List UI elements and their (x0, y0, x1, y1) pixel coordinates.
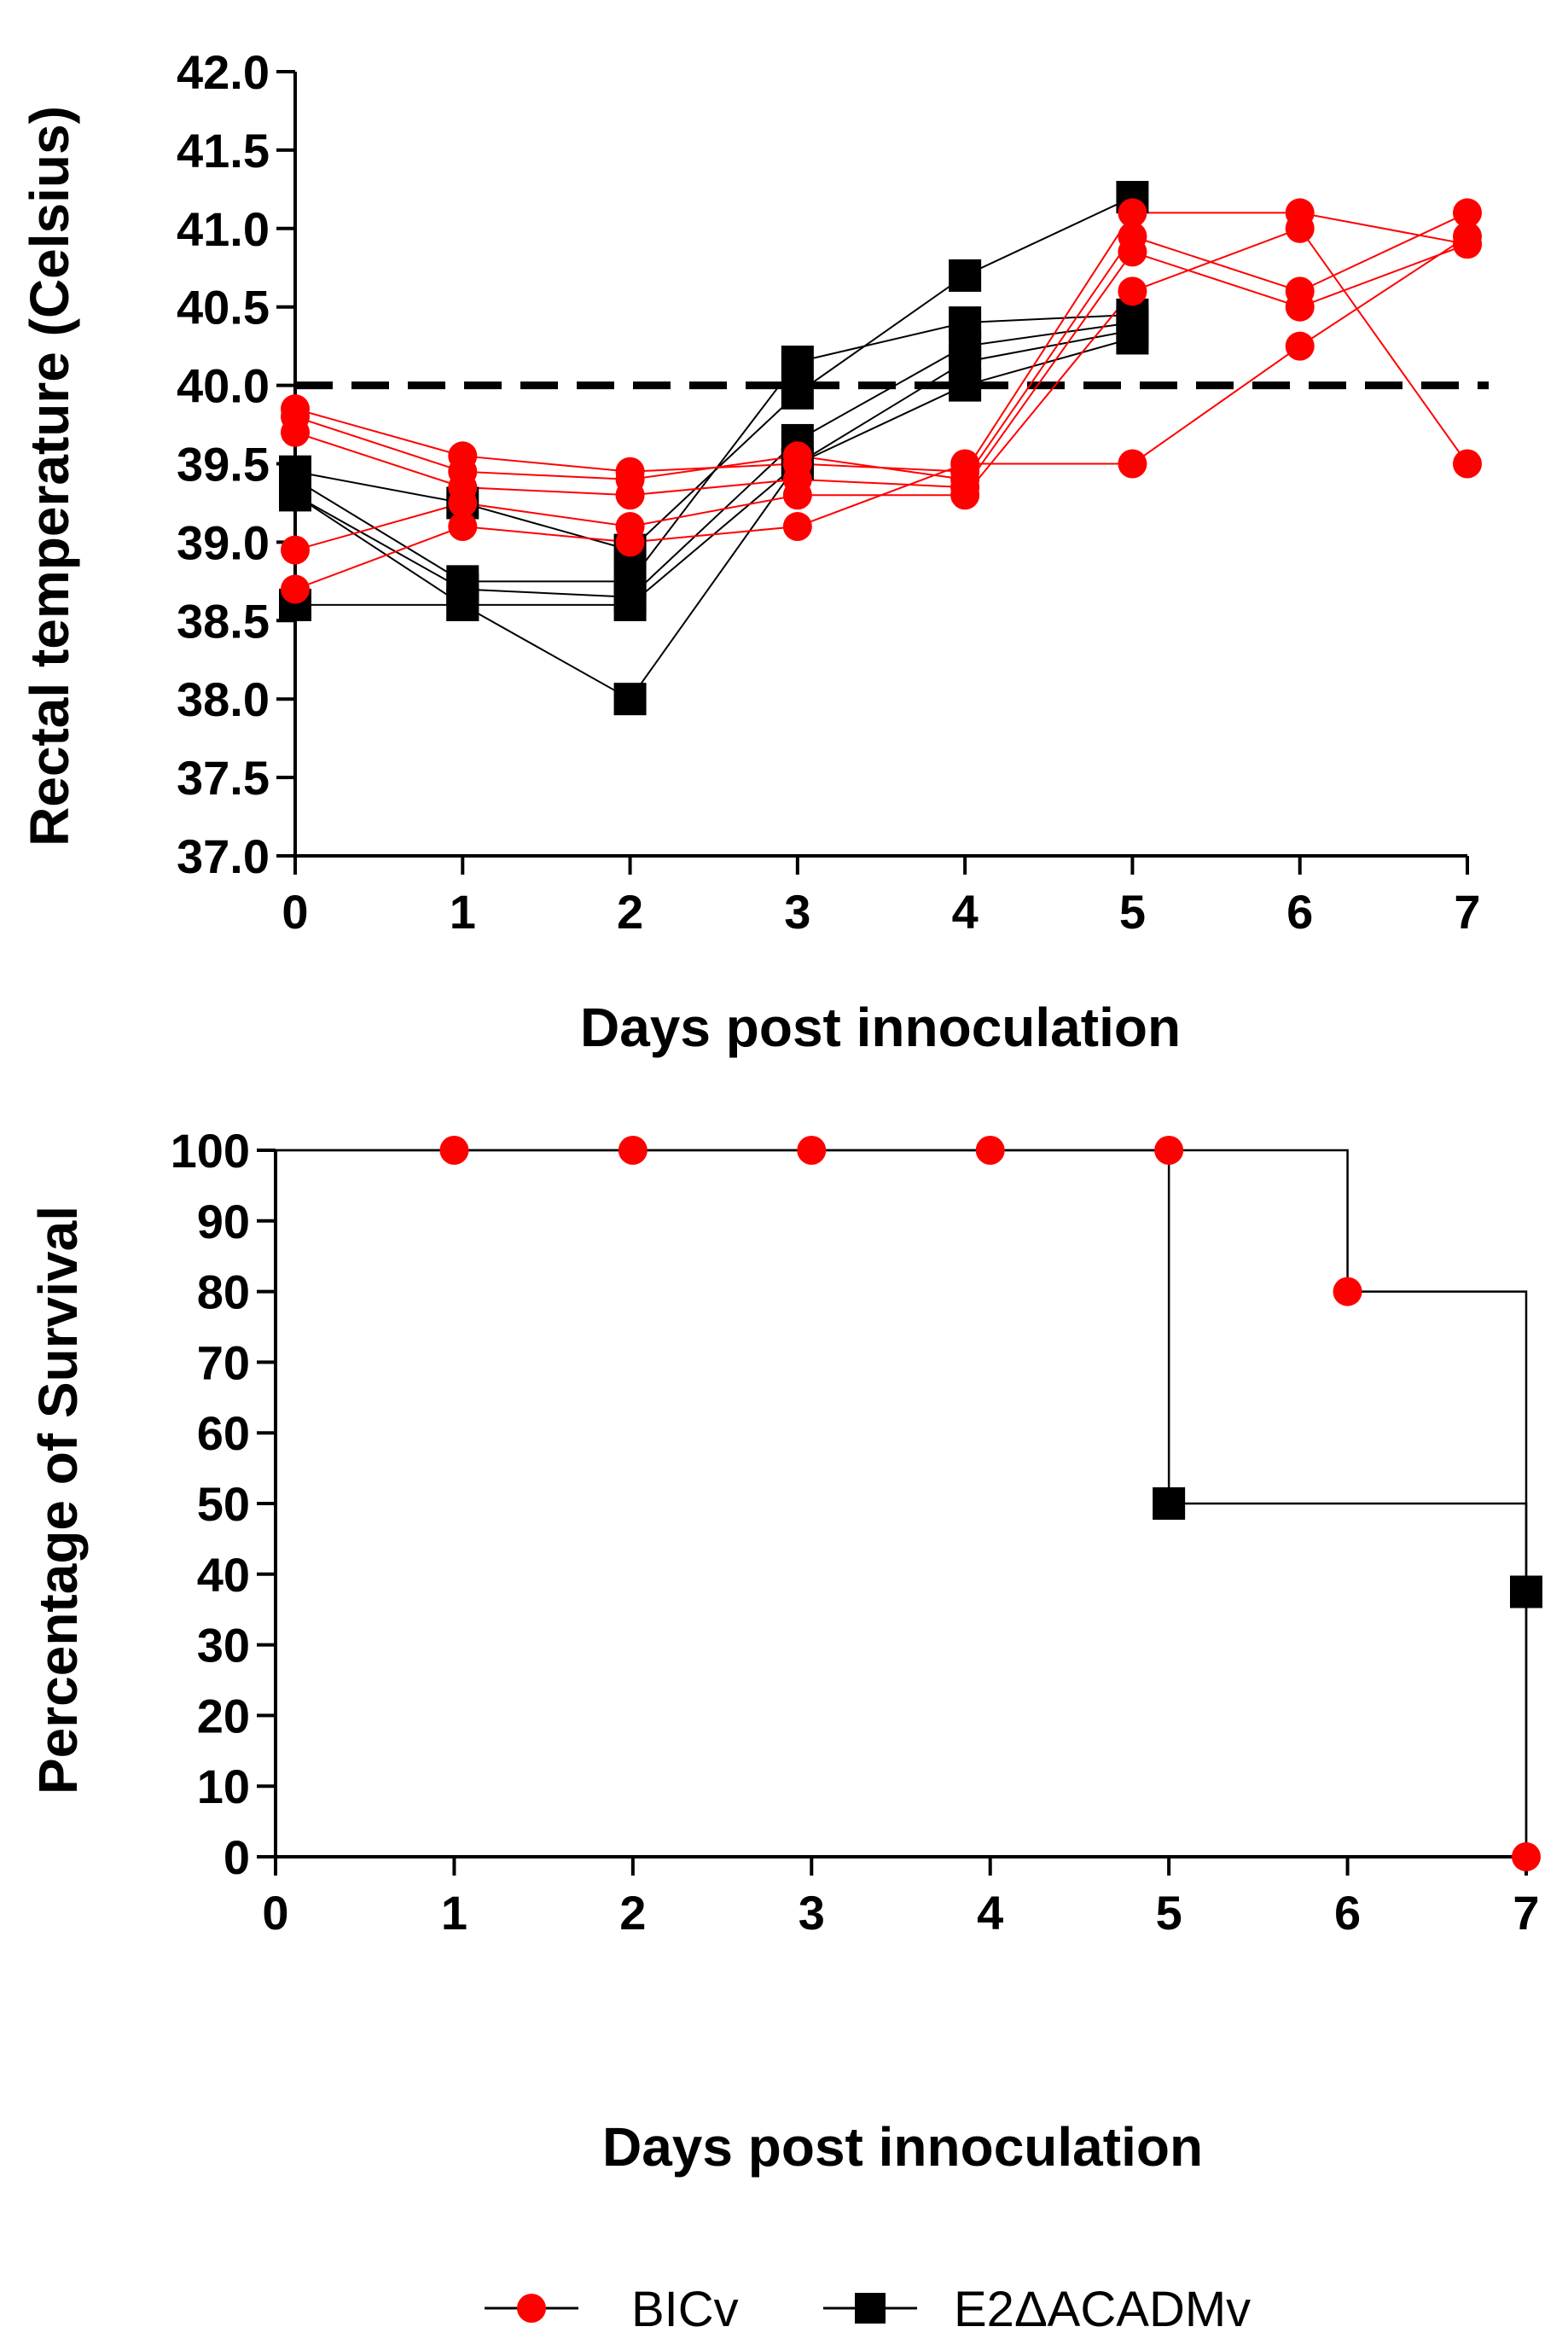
chart2-x-tick-label: 2 (619, 1886, 646, 1940)
chart1-bicv-4-point (950, 449, 980, 479)
legend-e2-marker (855, 2293, 886, 2324)
chart2-x-tick-label: 4 (977, 1886, 1003, 1940)
chart1-y-tick-label: 42.0 (177, 45, 270, 99)
chart1-e2-acadmv-7-line (294, 322, 1133, 598)
chart2-y-tick-label: 20 (197, 1689, 250, 1742)
chart1-bicv-3-point (281, 535, 310, 565)
chart1-e2-acadmv-8-line (294, 329, 1133, 701)
chart1-y-tick-label: 39.0 (177, 515, 270, 569)
chart2-y-tick-label: 70 (197, 1335, 250, 1389)
chart1-x-tick-label: 1 (450, 885, 476, 939)
chart1-bicv-1-line (294, 212, 1468, 480)
chart2-xlabel: Days post innoculation (602, 2116, 1203, 2178)
chart2-x-tick-label: 5 (1156, 1886, 1182, 1940)
chart2-e2-acadmv-step-line (276, 1149, 1528, 1857)
chart1-bicv-3-point (1453, 449, 1482, 479)
chart1-e2-acadmv-8-point (613, 683, 647, 716)
chart1-bicv-1-point (1453, 198, 1482, 228)
chart1-bicv-3-point (1285, 213, 1315, 243)
chart2-bicv-point (618, 1136, 648, 1165)
chart1-bicv-4-point (1453, 221, 1482, 251)
chart2-y-tick-label: 50 (197, 1477, 250, 1531)
chart1-e2-acadmv-9-point (613, 588, 647, 621)
chart1-x-tick-label: 2 (617, 885, 643, 939)
chart1-x-tick-label: 5 (1119, 885, 1146, 939)
legend-e2-label: E2ΔACADMv (954, 2282, 1251, 2337)
chart1-y-tick-label: 38.5 (177, 594, 270, 648)
chart2-y-tick-label: 40 (197, 1548, 250, 1602)
legend: BICv E2ΔACADMv (485, 2282, 1251, 2337)
chart2-x-tick-label: 3 (799, 1886, 825, 1940)
chart1-bicv-4-point (1285, 331, 1315, 361)
chart1-y-tick-label: 37.0 (177, 829, 270, 883)
chart1-e2-acadmv-9-point (1116, 322, 1149, 355)
chart2-x-tick-label: 0 (262, 1886, 288, 1940)
chart1-bicv-2-point (281, 417, 310, 447)
chart1-e2-acadmv-8-point (279, 479, 311, 512)
chart1-x-tick-label: 6 (1286, 885, 1313, 939)
chart1-y-tick-label: 40.0 (177, 359, 270, 413)
chart2-bicv-point (1154, 1136, 1184, 1165)
chart2-bicv-point (797, 1136, 827, 1165)
chart1-bicv-0-point (1118, 198, 1147, 228)
chart1-e2-acadmv-5-point (949, 259, 982, 292)
legend-bicv-label: BICv (631, 2282, 739, 2337)
chart2-ylabel: Percentage of Survival (27, 1206, 89, 1794)
chart1-y-tick-label: 41.5 (177, 124, 270, 177)
chart1-e2-acadmv-9-point (446, 588, 479, 621)
chart1-bicv-2-point (1118, 237, 1147, 267)
chart1-bicv-4-point (782, 512, 812, 542)
chart2-y-tick-label: 10 (197, 1760, 250, 1813)
chart1-bicv-3-point (950, 480, 980, 510)
chart1-y-tick-label: 38.0 (177, 672, 270, 726)
chart1-bicv-1-point (782, 441, 812, 471)
chart1-e2-acadmv-6-line (294, 313, 1133, 583)
chart1-bicv-3-point (448, 488, 478, 518)
chart2-y-tick-label: 0 (224, 1830, 250, 1884)
chart2-e2-acadmv-point (1153, 1487, 1186, 1520)
chart2-bicv-point (1512, 1842, 1541, 1871)
chart1-bicv-4-point (448, 512, 478, 542)
chart1-x-tick-label: 0 (282, 885, 308, 939)
chart1-x-tick-label: 7 (1454, 885, 1480, 939)
chart1-bicv-2-point (1285, 292, 1315, 322)
chart2-y-tick-label: 60 (197, 1406, 250, 1460)
chart1-e2-acadmv-5-point (781, 376, 814, 410)
chart1-bicv-2-line (294, 243, 1468, 497)
temperature-chart: Rectal temperature (Celsius) Days post i… (19, 45, 1489, 1058)
chart2-x-tick-label: 6 (1334, 1886, 1361, 1940)
chart2-y-tick-label: 90 (197, 1195, 250, 1248)
chart1-bicv-3-point (1118, 276, 1147, 306)
chart1-x-tick-label: 3 (784, 885, 810, 939)
chart2-bicv-point (1333, 1277, 1362, 1306)
chart1-e2-acadmv-9-point (949, 369, 982, 402)
chart1-y-tick-label: 37.5 (177, 751, 270, 805)
chart2-x-tick-label: 7 (1513, 1886, 1539, 1940)
chart1-y-tick-label: 41.0 (177, 202, 270, 256)
chart2-bicv-point (975, 1136, 1005, 1165)
chart1-xlabel: Days post innoculation (580, 997, 1181, 1058)
chart1-bicv-4-line (294, 236, 1468, 590)
chart2-bicv-point (439, 1136, 469, 1165)
chart1-ylabel: Rectal temperature (Celsius) (19, 106, 80, 846)
chart1-bicv-2-point (615, 480, 645, 510)
chart1-bicv-3-point (782, 480, 812, 510)
chart1-bicv-4-point (1118, 449, 1147, 479)
chart1-e2-acadmv-6-point (781, 346, 814, 379)
chart2-y-tick-label: 100 (171, 1124, 250, 1178)
survival-chart: Percentage of Survival Days post innocul… (27, 1124, 1542, 2178)
legend-bicv-marker (517, 2294, 546, 2323)
chart1-bicv-4-point (281, 574, 310, 604)
chart2-e2-acadmv-point (1510, 1575, 1542, 1608)
chart1-x-tick-label: 4 (952, 885, 979, 939)
chart1-bicv-4-point (615, 527, 645, 557)
chart2-y-tick-label: 30 (197, 1619, 250, 1672)
chart2-y-tick-label: 80 (197, 1265, 250, 1319)
chart1-y-tick-label: 39.5 (177, 438, 270, 492)
chart2-x-tick-label: 1 (441, 1886, 467, 1940)
chart1-y-tick-label: 40.5 (177, 281, 270, 334)
